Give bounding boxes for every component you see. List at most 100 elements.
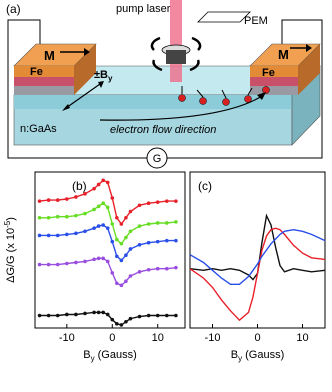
flow-label: electron flow direction	[110, 124, 216, 136]
x-tick-label: -10	[205, 332, 221, 344]
data-point	[124, 215, 128, 220]
data-point	[119, 241, 124, 246]
m-arrow-head	[306, 44, 312, 52]
data-point	[74, 213, 78, 218]
rotation-arrow	[191, 36, 202, 51]
pem	[197, 11, 251, 23]
data-point	[137, 314, 142, 319]
series-line	[189, 213, 326, 281]
pem-label: PEM	[244, 15, 268, 27]
data-point	[165, 221, 169, 225]
data-point	[96, 204, 101, 209]
data-point	[65, 312, 69, 317]
series-line	[39, 202, 176, 245]
data-point	[110, 239, 115, 244]
data-point	[119, 283, 124, 288]
series-line	[39, 179, 176, 226]
data-point	[65, 214, 69, 219]
x-tick-label: 10	[296, 332, 308, 344]
data-point	[165, 313, 169, 318]
spin	[247, 87, 253, 96]
x-label-part: y	[238, 354, 242, 363]
fe-side	[298, 44, 320, 95]
data-point	[119, 323, 124, 327]
data-point	[37, 233, 42, 238]
meter-label: G	[153, 153, 162, 165]
panel-label: (c)	[198, 179, 212, 193]
data-point	[74, 195, 78, 199]
field-symbol: ±B	[94, 69, 108, 81]
field-subscript: y	[108, 74, 113, 83]
data-point	[55, 262, 60, 267]
data-point	[165, 199, 169, 203]
data-point	[155, 266, 160, 271]
x-tick-label: 0	[254, 332, 260, 344]
x-label-part: (Gauss)	[95, 349, 137, 361]
magnetization: M	[278, 47, 289, 62]
data-point	[46, 233, 51, 238]
data-point	[101, 201, 105, 205]
data-point	[124, 235, 128, 240]
data-point	[55, 214, 60, 219]
contact-label: Fe	[262, 67, 275, 79]
x-label-part: B	[231, 349, 238, 361]
base-layer	[14, 86, 74, 95]
data-point	[105, 205, 110, 210]
data-point	[115, 322, 119, 326]
data-point	[137, 203, 142, 208]
spin	[221, 89, 227, 99]
x-label-part: B	[83, 349, 90, 361]
data-point	[137, 270, 142, 274]
fe-layer	[250, 66, 298, 77]
field-arrow	[65, 83, 101, 109]
data-point	[92, 186, 96, 191]
data-point	[83, 259, 87, 264]
data-point	[146, 222, 151, 226]
data-point	[92, 257, 96, 262]
meter	[146, 147, 168, 169]
data-point	[74, 231, 78, 236]
data-point	[155, 239, 160, 244]
data-point	[74, 260, 78, 265]
flow-arrow	[99, 95, 263, 121]
data-point	[92, 226, 96, 230]
series-line	[189, 228, 326, 285]
data-point	[146, 201, 151, 205]
data-point	[105, 180, 110, 185]
y-axis-label: ΔG/G (x 10-5)	[3, 217, 17, 283]
data-point	[96, 310, 101, 315]
data-point	[83, 211, 87, 216]
data-point	[96, 224, 101, 228]
rotation-arrow	[150, 36, 161, 51]
data-point	[96, 182, 101, 187]
data-point	[128, 274, 133, 278]
cap-layer	[14, 77, 74, 86]
y-label-part: -5	[3, 220, 12, 228]
data-point	[37, 262, 42, 267]
data-point	[119, 222, 124, 226]
magnetization: M	[44, 48, 55, 63]
flow-arrow-head	[257, 92, 266, 100]
data-point	[83, 311, 87, 316]
panel-label: (b)	[72, 179, 87, 193]
data-point	[128, 316, 133, 321]
data-point	[37, 199, 42, 203]
data-point	[155, 200, 160, 204]
data-point	[174, 220, 178, 224]
data-point	[119, 258, 124, 263]
data-point	[146, 313, 151, 318]
spin-arrows	[181, 86, 253, 99]
data-point	[124, 253, 128, 257]
fe-side	[74, 44, 96, 95]
field-arrow-head	[62, 104, 70, 111]
series-line	[39, 224, 176, 262]
data-point	[146, 267, 151, 272]
data-point	[115, 215, 119, 220]
data-point	[101, 256, 105, 261]
data-point	[65, 232, 69, 237]
m-arrow-head	[84, 48, 90, 56]
panel-label: (a)	[6, 2, 21, 16]
data-point	[105, 226, 110, 230]
rotation-arrow	[152, 59, 163, 72]
contact-label: Fe	[30, 66, 43, 78]
